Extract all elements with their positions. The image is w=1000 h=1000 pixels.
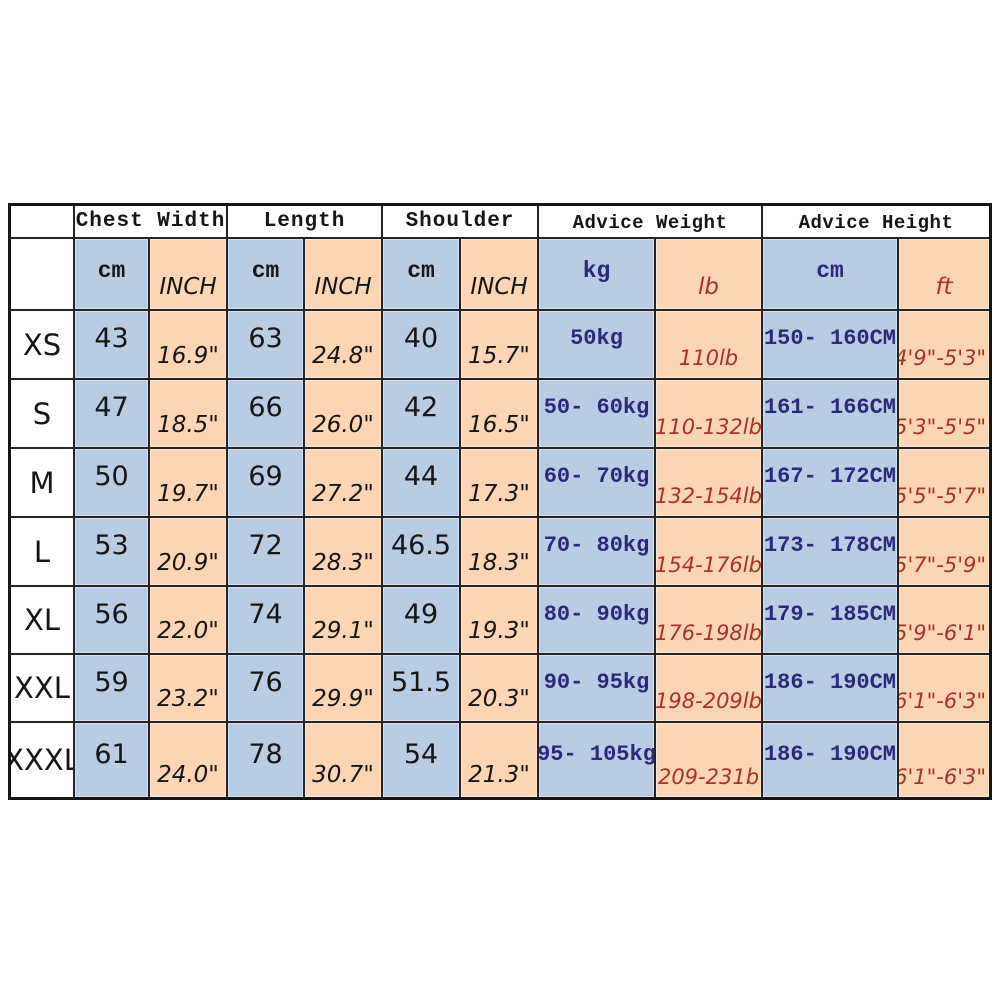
xxxl-chest-cm: 61 xyxy=(75,723,150,797)
s-chest-inch: 18.5" xyxy=(150,380,228,449)
l-weight-lb: 154-176lb xyxy=(656,518,763,587)
subheader-shoulder-inch: INCH xyxy=(461,239,539,311)
subheader-length-cm: cm xyxy=(228,239,305,311)
xl-length-inch: 29.1" xyxy=(305,587,383,655)
xs-chest-inch: 16.9" xyxy=(150,311,228,380)
xxl-weight-lb: 198-209lb xyxy=(656,655,763,723)
xxl-chest-cm: 59 xyxy=(75,655,150,723)
xs-weight-lb: 110lb xyxy=(656,311,763,380)
xs-shoulder-inch: 15.7" xyxy=(461,311,539,380)
xxxl-height-cm: 186- 190CM xyxy=(763,723,899,797)
row-label-l: L xyxy=(11,518,75,587)
row-label-s: S xyxy=(11,380,75,449)
xl-chest-inch: 22.0" xyxy=(150,587,228,655)
s-length-cm: 66 xyxy=(228,380,305,449)
xxxl-shoulder-cm: 54 xyxy=(383,723,461,797)
row-label-xxl: XXL xyxy=(11,655,75,723)
m-length-inch: 27.2" xyxy=(305,449,383,518)
size-chart-table: Chest Width Length Shoulder Advice Weigh… xyxy=(8,203,992,800)
xxl-shoulder-inch: 20.3" xyxy=(461,655,539,723)
xxxl-length-cm: 78 xyxy=(228,723,305,797)
xs-shoulder-cm: 40 xyxy=(383,311,461,380)
xxl-height-ft: 6'1"-6'3" xyxy=(899,655,989,723)
l-chest-cm: 53 xyxy=(75,518,150,587)
xxl-weight-kg: 90- 95kg xyxy=(539,655,656,723)
s-weight-lb: 110-132lb xyxy=(656,380,763,449)
xxxl-chest-inch: 24.0" xyxy=(150,723,228,797)
m-height-cm: 167- 172CM xyxy=(763,449,899,518)
header-chest-width: Chest Width xyxy=(75,206,228,239)
s-height-ft: 5'3"-5'5" xyxy=(899,380,989,449)
subheader-height-ft: ft xyxy=(899,239,989,311)
xl-chest-cm: 56 xyxy=(75,587,150,655)
xxxl-weight-kg: 95- 105kg xyxy=(539,723,656,797)
m-chest-cm: 50 xyxy=(75,449,150,518)
l-height-cm: 173- 178CM xyxy=(763,518,899,587)
m-length-cm: 69 xyxy=(228,449,305,518)
xxl-length-inch: 29.9" xyxy=(305,655,383,723)
xxl-length-cm: 76 xyxy=(228,655,305,723)
l-length-cm: 72 xyxy=(228,518,305,587)
l-length-inch: 28.3" xyxy=(305,518,383,587)
xxxl-shoulder-inch: 21.3" xyxy=(461,723,539,797)
s-height-cm: 161- 166CM xyxy=(763,380,899,449)
row-label-xl: XL xyxy=(11,587,75,655)
xxl-chest-inch: 23.2" xyxy=(150,655,228,723)
header-shoulder: Shoulder xyxy=(383,206,539,239)
subheader-length-inch: INCH xyxy=(305,239,383,311)
s-chest-cm: 47 xyxy=(75,380,150,449)
subheader-weight-kg: kg xyxy=(539,239,656,311)
m-height-ft: 5'5"-5'7" xyxy=(899,449,989,518)
corner-blank-cell xyxy=(11,206,75,239)
xs-height-ft: 4'9"-5'3" xyxy=(899,311,989,380)
xl-shoulder-cm: 49 xyxy=(383,587,461,655)
subheader-blank-cell xyxy=(11,239,75,311)
l-height-ft: 5'7"-5'9" xyxy=(899,518,989,587)
subheader-weight-lb: lb xyxy=(656,239,763,311)
xxl-height-cm: 186- 190CM xyxy=(763,655,899,723)
xl-weight-kg: 80- 90kg xyxy=(539,587,656,655)
header-advice-height: Advice Height xyxy=(763,206,989,239)
subheader-chest-inch: INCH xyxy=(150,239,228,311)
xs-weight-kg: 50kg xyxy=(539,311,656,380)
m-shoulder-inch: 17.3" xyxy=(461,449,539,518)
xxxl-height-ft: 6'1"-6'3" xyxy=(899,723,989,797)
xs-height-cm: 150- 160CM xyxy=(763,311,899,380)
xl-height-cm: 179- 185CM xyxy=(763,587,899,655)
subheader-chest-cm: cm xyxy=(75,239,150,311)
m-weight-kg: 60- 70kg xyxy=(539,449,656,518)
m-chest-inch: 19.7" xyxy=(150,449,228,518)
xl-height-ft: 5'9"-6'1" xyxy=(899,587,989,655)
xxxl-weight-lb: 209-231b xyxy=(656,723,763,797)
header-advice-weight: Advice Weight xyxy=(539,206,763,239)
subheader-height-cm: cm xyxy=(763,239,899,311)
l-chest-inch: 20.9" xyxy=(150,518,228,587)
xxl-shoulder-cm: 51.5 xyxy=(383,655,461,723)
row-label-m: M xyxy=(11,449,75,518)
row-label-xxxl: XXXL xyxy=(11,723,75,797)
xs-chest-cm: 43 xyxy=(75,311,150,380)
l-shoulder-inch: 18.3" xyxy=(461,518,539,587)
xs-length-inch: 24.8" xyxy=(305,311,383,380)
row-label-xs: XS xyxy=(11,311,75,380)
l-shoulder-cm: 46.5 xyxy=(383,518,461,587)
s-weight-kg: 50- 60kg xyxy=(539,380,656,449)
m-weight-lb: 132-154lb xyxy=(656,449,763,518)
subheader-shoulder-cm: cm xyxy=(383,239,461,311)
xxxl-length-inch: 30.7" xyxy=(305,723,383,797)
s-length-inch: 26.0" xyxy=(305,380,383,449)
s-shoulder-inch: 16.5" xyxy=(461,380,539,449)
m-shoulder-cm: 44 xyxy=(383,449,461,518)
s-shoulder-cm: 42 xyxy=(383,380,461,449)
header-length: Length xyxy=(228,206,383,239)
xl-shoulder-inch: 19.3" xyxy=(461,587,539,655)
xl-weight-lb: 176-198lb xyxy=(656,587,763,655)
xs-length-cm: 63 xyxy=(228,311,305,380)
xl-length-cm: 74 xyxy=(228,587,305,655)
l-weight-kg: 70- 80kg xyxy=(539,518,656,587)
